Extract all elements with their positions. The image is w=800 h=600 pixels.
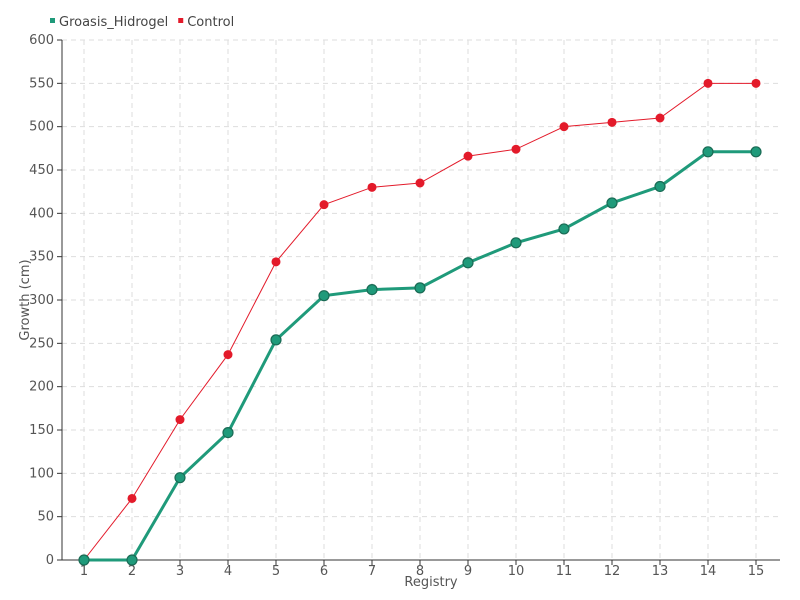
y-tick-label: 300 xyxy=(29,293,54,308)
legend-item: Control xyxy=(178,15,234,30)
legend-label: Control xyxy=(187,15,234,30)
x-tick-label: 14 xyxy=(700,564,717,579)
y-tick-label: 500 xyxy=(29,120,54,135)
data-point xyxy=(607,117,617,127)
data-point xyxy=(558,223,570,235)
data-point xyxy=(559,122,569,132)
series-groasis-hidrogel xyxy=(78,146,762,566)
data-point xyxy=(126,554,138,566)
data-point xyxy=(270,334,282,346)
data-point xyxy=(127,493,137,503)
data-point xyxy=(318,290,330,302)
data-point xyxy=(751,78,761,88)
data-point xyxy=(703,78,713,88)
x-tick-label: 1 xyxy=(80,564,88,579)
x-tick-label: 9 xyxy=(464,564,472,579)
x-tick-label: 13 xyxy=(652,564,669,579)
x-tick-label: 10 xyxy=(508,564,525,579)
data-point xyxy=(463,151,473,161)
data-point xyxy=(654,180,666,193)
data-point xyxy=(415,178,425,188)
y-tick-label: 350 xyxy=(29,250,54,265)
data-point xyxy=(462,257,474,269)
legend-item: Groasis_Hidrogel xyxy=(50,15,168,30)
x-tick-label: 4 xyxy=(224,564,232,579)
data-point xyxy=(511,144,521,154)
x-tick-label: 6 xyxy=(320,564,328,579)
data-point xyxy=(510,237,522,249)
data-point xyxy=(414,282,426,294)
y-tick-label: 600 xyxy=(29,33,54,48)
data-point xyxy=(319,200,329,210)
x-tick-label: 5 xyxy=(272,564,280,579)
data-point xyxy=(271,257,281,267)
x-tick-label: 7 xyxy=(368,564,376,579)
axes xyxy=(61,40,780,561)
data-point xyxy=(223,350,233,360)
x-tick-label: 12 xyxy=(604,564,621,579)
x-axis-ticks: 1 2 3 4 5 6 7 8 9 10 11 12 13 14 15 xyxy=(80,560,764,579)
data-point xyxy=(702,146,714,158)
x-tick-label: 11 xyxy=(556,564,573,579)
series-layer xyxy=(78,78,762,566)
x-axis-title: Registry xyxy=(404,575,458,590)
x-tick-label: 3 xyxy=(176,564,184,579)
legend-swatch xyxy=(50,18,55,23)
data-point xyxy=(175,415,185,425)
y-tick-label: 400 xyxy=(29,206,54,221)
legend: Groasis_Hidrogel Control xyxy=(50,15,234,30)
data-point xyxy=(606,197,618,209)
y-axis-title: Growth (cm) xyxy=(18,259,33,340)
y-tick-label: 150 xyxy=(29,423,54,438)
x-tick-label: 8 xyxy=(416,564,424,579)
y-tick-label: 200 xyxy=(29,380,54,395)
y-tick-label: 250 xyxy=(29,336,54,351)
y-tick-label: 0 xyxy=(46,553,54,568)
x-tick-label: 15 xyxy=(748,564,765,579)
data-point xyxy=(367,182,377,192)
data-point xyxy=(750,146,762,158)
data-point xyxy=(655,113,665,123)
data-point xyxy=(78,554,90,566)
y-tick-label: 450 xyxy=(29,163,54,178)
series-control xyxy=(79,78,761,565)
legend-swatch xyxy=(178,18,184,23)
y-axis-ticks: 0 50 100 150 200 250 300 350 400 450 500 550 600 xyxy=(29,33,62,568)
y-tick-label: 50 xyxy=(37,510,54,525)
y-tick-label: 550 xyxy=(29,76,54,91)
y-tick-label: 100 xyxy=(29,466,54,481)
data-point xyxy=(174,472,186,484)
data-point xyxy=(222,427,234,439)
data-point xyxy=(366,284,378,296)
x-tick-label: 2 xyxy=(128,564,136,579)
grid xyxy=(62,39,780,560)
legend-label: Groasis_Hidrogel xyxy=(59,15,168,30)
